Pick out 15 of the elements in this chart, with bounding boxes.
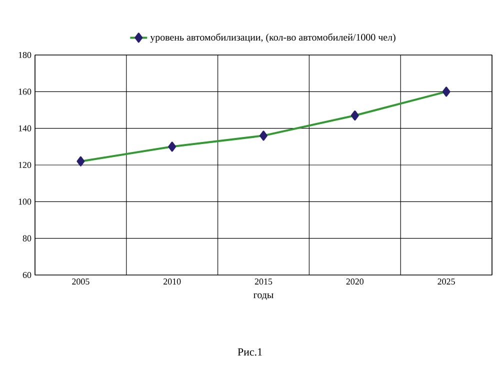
x-tick-label: 2010 <box>164 278 181 285</box>
y-tick-label: 100 <box>18 198 32 205</box>
x-tick-label: 2020 <box>346 278 364 285</box>
legend-label: уровень автомобилизации, (кол-во автомобилей/1000 чел) <box>150 33 396 43</box>
x-tick-label: 2025 <box>438 278 455 285</box>
x-tick-label: 2005 <box>72 278 90 285</box>
y-tick-label: 120 <box>18 162 32 168</box>
y-tick-label: 180 <box>18 52 32 58</box>
y-tick-label: 80 <box>22 235 32 242</box>
y-tick-label: 140 <box>18 125 32 132</box>
y-tick-label: 60 <box>22 272 32 278</box>
x-tick-label: 2015 <box>254 278 272 285</box>
x-axis-title: годы <box>254 293 274 300</box>
y-tick-label: 160 <box>18 88 32 95</box>
text: Рис.1 <box>238 348 262 356</box>
